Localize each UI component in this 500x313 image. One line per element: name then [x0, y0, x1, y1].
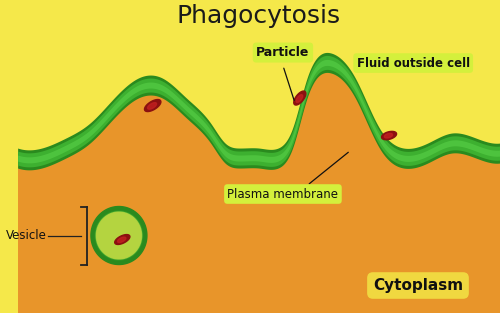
- Text: Particle: Particle: [256, 46, 310, 59]
- Polygon shape: [91, 207, 147, 264]
- Polygon shape: [294, 91, 306, 105]
- Polygon shape: [96, 212, 142, 259]
- Polygon shape: [114, 234, 130, 244]
- Polygon shape: [96, 211, 142, 260]
- Polygon shape: [384, 133, 392, 138]
- Polygon shape: [144, 100, 161, 111]
- Text: Phagocytosis: Phagocytosis: [177, 3, 341, 28]
- Text: Cytoplasm: Cytoplasm: [373, 278, 463, 293]
- Polygon shape: [118, 237, 126, 243]
- Polygon shape: [382, 131, 396, 140]
- Polygon shape: [296, 95, 302, 102]
- Text: Vesicle: Vesicle: [6, 229, 46, 242]
- Text: Fluid outside cell: Fluid outside cell: [356, 57, 470, 69]
- Polygon shape: [148, 103, 156, 109]
- Text: Plasma membrane: Plasma membrane: [228, 187, 338, 201]
